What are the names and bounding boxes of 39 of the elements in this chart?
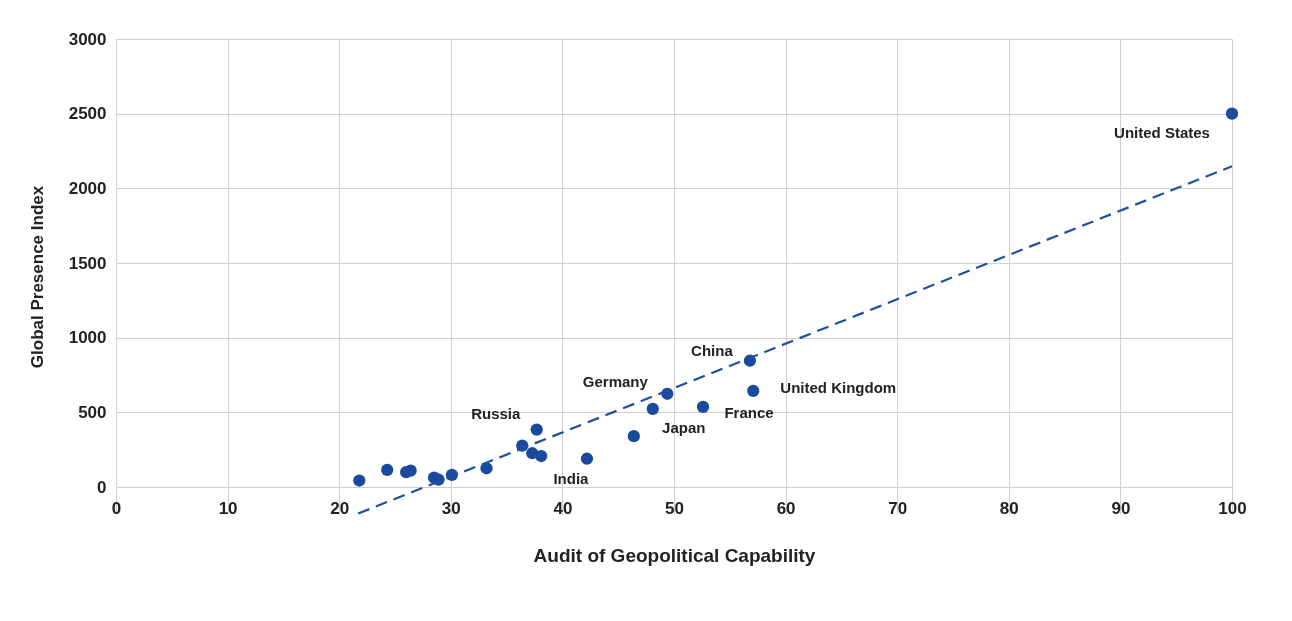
x-tick-label: 10 bbox=[218, 498, 238, 518]
annotation: France bbox=[724, 403, 774, 421]
point bbox=[747, 384, 760, 398]
y-axis-title: Global Presence Index bbox=[27, 185, 47, 369]
y-tick-label: 1000 bbox=[68, 328, 107, 348]
x-tick-label: 90 bbox=[1111, 498, 1131, 518]
y-tick-label: 2000 bbox=[68, 178, 107, 198]
point bbox=[404, 464, 417, 477]
annotation: Germany bbox=[582, 372, 649, 390]
annotation: United Kingdom bbox=[780, 378, 897, 396]
x-tick-label: 100 bbox=[1218, 498, 1247, 518]
x-tick-label: 0 bbox=[111, 498, 122, 518]
point bbox=[1225, 107, 1239, 120]
y-tick-label: 0 bbox=[97, 477, 107, 497]
point bbox=[535, 449, 548, 463]
y-tick-label: 500 bbox=[78, 402, 107, 422]
annotation: Russia bbox=[471, 404, 521, 422]
x-tick-label: 50 bbox=[665, 498, 684, 518]
annotation: Japan bbox=[662, 418, 706, 436]
point bbox=[696, 400, 710, 414]
y-tick-label: 2500 bbox=[68, 104, 107, 124]
x-tick-label: 30 bbox=[441, 498, 461, 518]
point bbox=[530, 423, 543, 436]
x-tick-label: 20 bbox=[330, 498, 350, 518]
x-tick-label: 40 bbox=[553, 498, 573, 518]
y-tick-label: 3000 bbox=[68, 29, 107, 49]
x-tick-label: 80 bbox=[999, 498, 1019, 518]
point bbox=[646, 402, 659, 415]
annotation: India bbox=[553, 469, 590, 487]
point bbox=[580, 452, 594, 465]
annotation: United States bbox=[1114, 123, 1210, 141]
x-axis-title: Audit of Geopolitical Capability bbox=[533, 544, 816, 566]
annotation: China bbox=[691, 341, 734, 359]
point bbox=[353, 474, 366, 487]
x-tick-label: 70 bbox=[888, 498, 908, 518]
point bbox=[381, 463, 394, 477]
x-tick-label: 60 bbox=[776, 498, 796, 518]
y-tick-label: 1500 bbox=[68, 253, 107, 273]
point bbox=[627, 430, 640, 443]
